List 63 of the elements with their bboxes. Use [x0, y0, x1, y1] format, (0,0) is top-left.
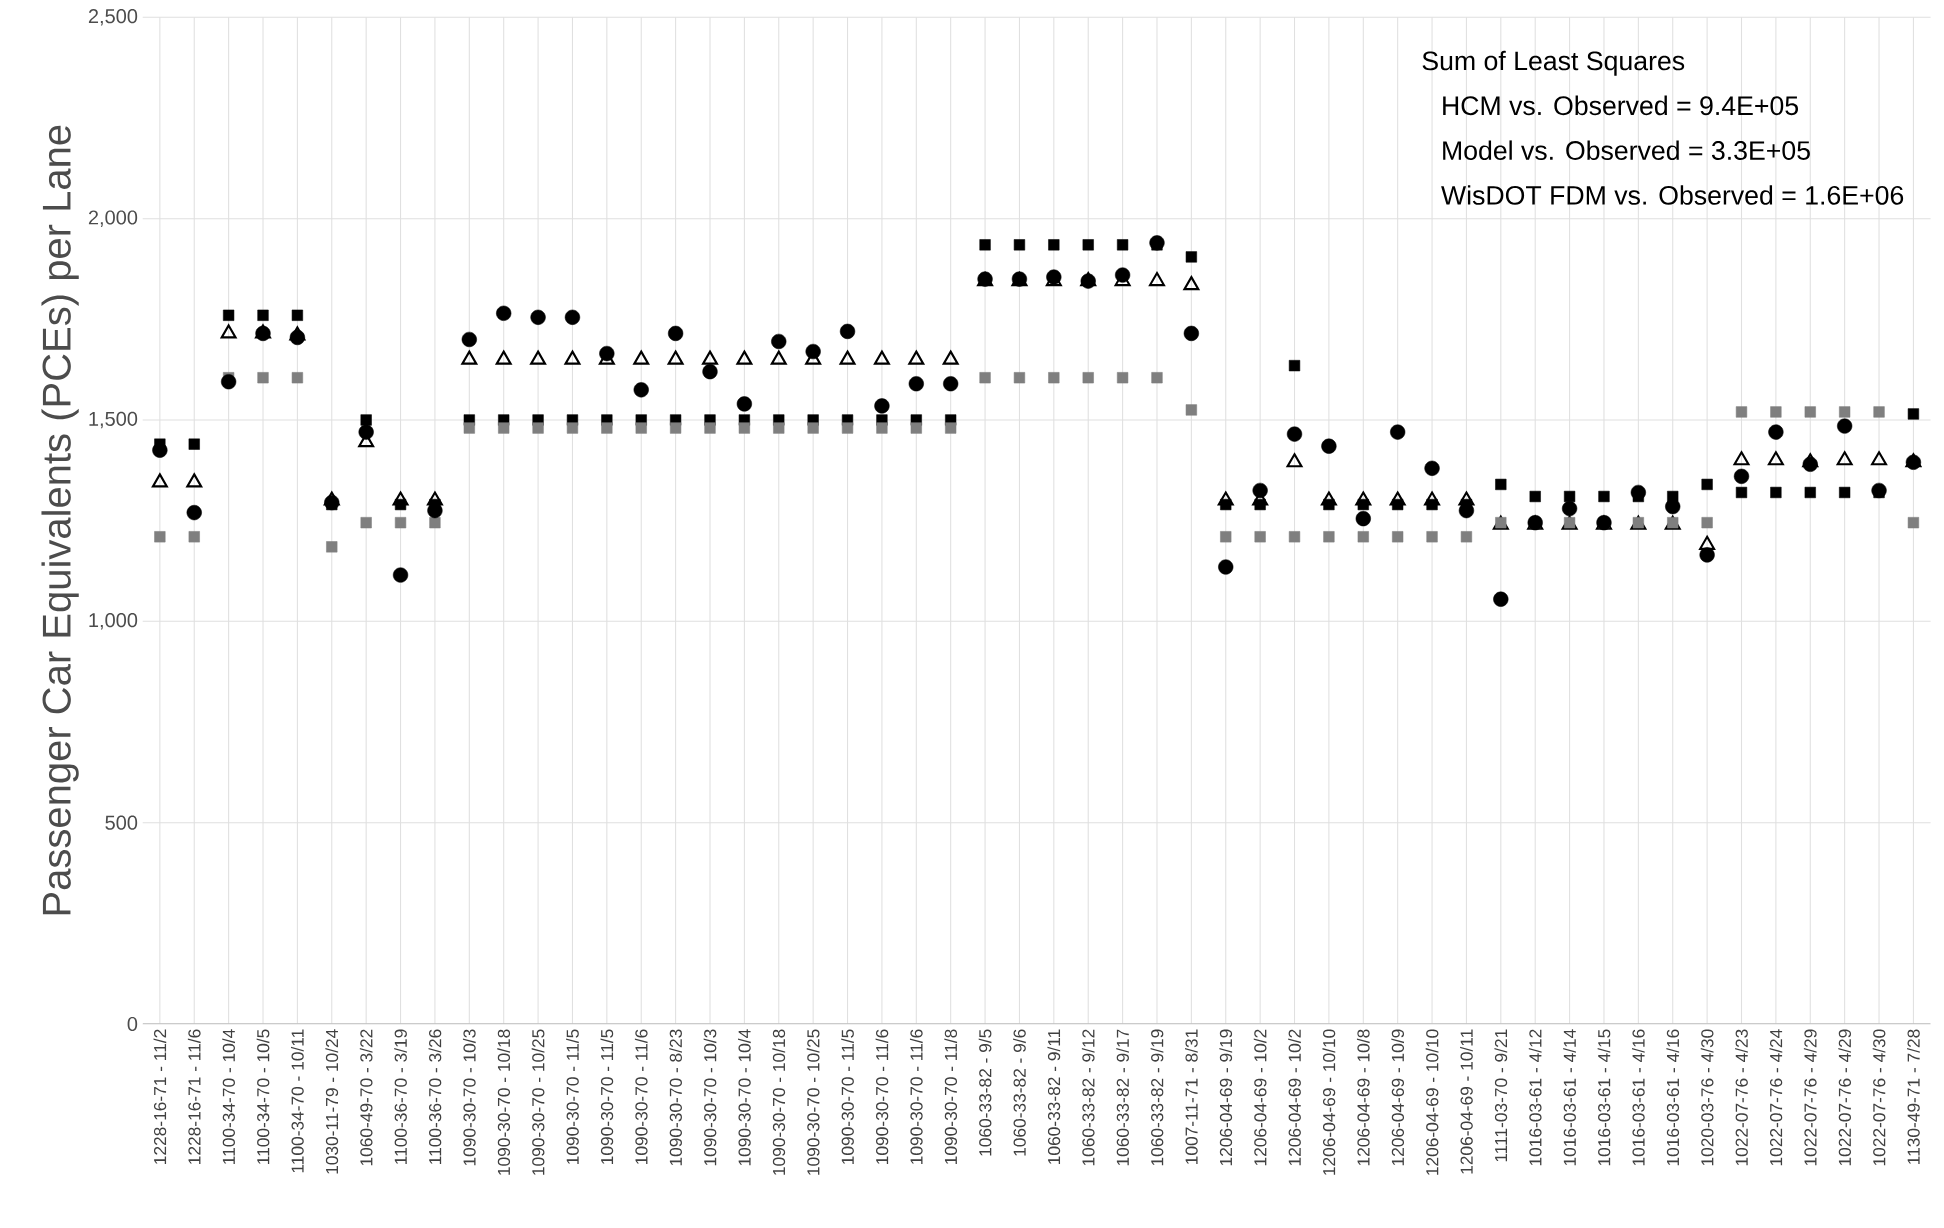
x-tick-label: 1206-04-69 - 9/19	[1219, 1029, 1233, 1166]
x-tick-label: 1100-34-70 - 10/11	[291, 1029, 304, 1173]
x-tick-label: 1090-30-70 - 11/8	[944, 1029, 958, 1164]
x-tick-label: 1090-30-70 - 11/5	[566, 1029, 579, 1164]
x-tick-label: 1100-34-70 - 10/4	[222, 1029, 235, 1164]
y-tick-label: 2,500	[88, 9, 138, 26]
annotation: Model vs. Observed = 3.3E+05	[1443, 140, 1810, 160]
x-tick-label: 1022-07-76 - 4/24	[1769, 1029, 1783, 1166]
annotation: Sum of Least Squares	[1422, 50, 1685, 76]
x-tick-label: 1022-07-76 - 4/30	[1872, 1029, 1886, 1166]
x-tick-label: 1090-30-70 - 11/5	[600, 1029, 614, 1164]
x-tick-label: 1016-03-61 - 4/16	[1666, 1029, 1680, 1166]
y-tick-label: 1,000	[89, 613, 138, 630]
annotation: WisDOT FDM vs. Observed = 1.6E+06	[1441, 185, 1904, 205]
x-tick-label: 1060-33-82 - 9/11	[1047, 1029, 1061, 1164]
y-axis-title: Passenger Car Equivalents (PCEs) per Lane	[41, 125, 79, 915]
x-tick-label: 1090-30-70 - 10/25	[806, 1029, 820, 1175]
y-tick-label: 500	[105, 815, 138, 830]
x-tick-label: 1090-30-70 - 11/6	[909, 1029, 923, 1164]
x-tick-label: 1016-03-61 - 4/15	[1597, 1029, 1611, 1166]
x-tick-label: 1228-16-71 - 11/6	[187, 1029, 201, 1164]
x-tick-label: 1022-07-76 - 4/29	[1838, 1029, 1852, 1166]
x-tick-label: 1206-04-69 - 10/11	[1460, 1029, 1473, 1174]
x-tick-label: 1060-33-82 - 9/12	[1081, 1029, 1095, 1166]
x-tick-label: 1060-33-82 - 9/6	[1013, 1029, 1026, 1156]
y-tick-label: 2,000	[88, 210, 138, 227]
x-tick-label: 1016-03-61 - 4/16	[1631, 1029, 1645, 1166]
x-tick-label: 1060-49-70 - 3/22	[359, 1029, 373, 1166]
x-tick-label: 1090-30-70 - 11/6	[634, 1029, 648, 1164]
x-tick-label: 1130-49-71 - 7/28	[1907, 1029, 1920, 1164]
x-tick-label: 1090-30-70 - 10/18	[772, 1029, 786, 1175]
annotation: HCM vs. Observed = 9.4E+05	[1443, 95, 1798, 116]
x-tick-label: 1022-07-76 - 4/23	[1735, 1029, 1748, 1166]
x-tick-label: 1060-33-82 - 9/17	[1116, 1029, 1129, 1166]
x-tick-label: 1060-33-82 - 9/5	[978, 1029, 992, 1156]
x-tick-label: 1090-30-70 - 10/18	[497, 1029, 511, 1175]
x-tick-label: 1090-30-70 - 8/23	[669, 1029, 682, 1166]
x-tick-label: 1016-03-61 - 4/14	[1563, 1029, 1576, 1166]
x-tick-label: 1100-36-70 - 3/26	[428, 1029, 442, 1164]
x-tick-label: 1228-16-71 - 11/2	[153, 1029, 167, 1164]
x-tick-label: 1060-33-82 - 9/19	[1150, 1029, 1164, 1166]
x-tick-label: 1111-03-70 - 9/21	[1494, 1029, 1508, 1162]
x-tick-label: 1206-04-69 - 10/9	[1391, 1029, 1405, 1166]
x-tick-label: 1090-30-70 - 10/4	[738, 1029, 751, 1166]
x-tick-label: 1090-30-70 - 10/3	[703, 1029, 717, 1166]
y-tick-label: 0	[127, 1016, 138, 1032]
y-tick-label: 1,500	[89, 411, 138, 429]
x-tick-label: 1206-04-69 - 10/2	[1253, 1029, 1267, 1166]
x-tick-label: 1020-03-76 - 4/30	[1700, 1029, 1714, 1166]
x-tick-label: 1016-03-61 - 4/12	[1528, 1029, 1542, 1166]
x-tick-label: 1206-04-69 - 10/8	[1356, 1029, 1370, 1166]
x-tick-label: 1090-30-70 - 10/3	[462, 1029, 476, 1166]
x-tick-label: 1030-11-79 - 10/24	[325, 1029, 339, 1174]
x-tick-label: 1090-30-70 - 11/5	[841, 1029, 854, 1164]
x-tick-label: 1007-11-71 - 8/31	[1184, 1029, 1198, 1164]
x-tick-label: 1206-04-69 - 10/10	[1322, 1029, 1336, 1175]
x-tick-label: 1100-36-70 - 3/19	[394, 1029, 407, 1164]
x-tick-label: 1090-30-70 - 10/25	[531, 1029, 545, 1175]
x-tick-label: 1022-07-76 - 4/29	[1803, 1029, 1817, 1166]
x-tick-label: 1090-30-70 - 11/6	[875, 1029, 889, 1164]
x-tick-label: 1100-34-70 - 10/5	[256, 1029, 270, 1164]
x-tick-label: 1206-04-69 - 10/10	[1425, 1029, 1439, 1175]
x-tick-label: 1206-04-69 - 10/2	[1288, 1029, 1301, 1166]
